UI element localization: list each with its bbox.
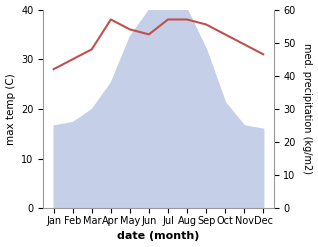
Y-axis label: med. precipitation (kg/m2): med. precipitation (kg/m2) — [302, 43, 313, 174]
X-axis label: date (month): date (month) — [117, 231, 200, 242]
Y-axis label: max temp (C): max temp (C) — [5, 73, 16, 145]
